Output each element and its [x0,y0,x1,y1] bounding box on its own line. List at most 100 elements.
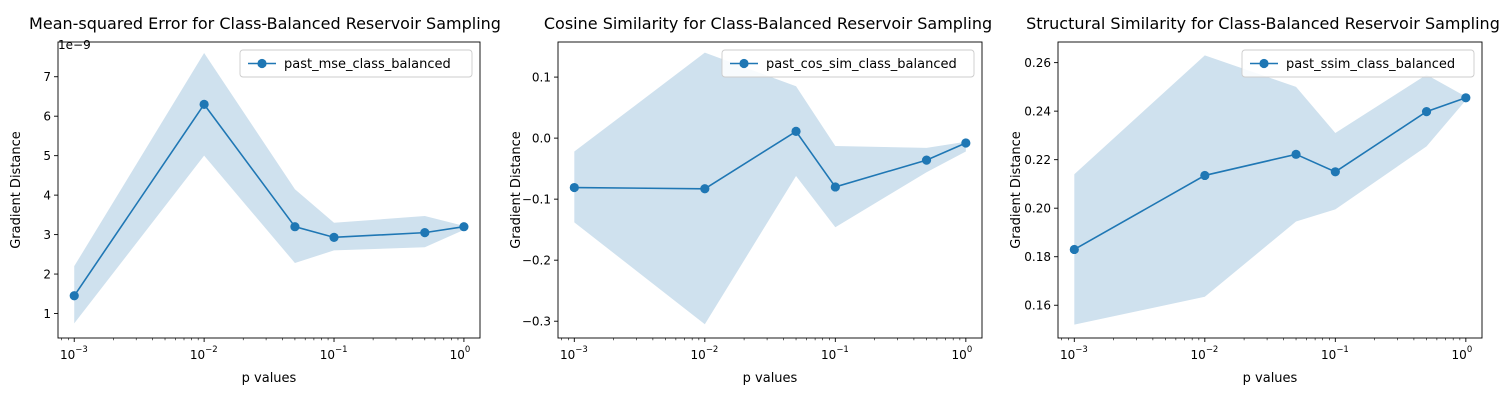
y-tick-label: 0.1 [532,71,551,85]
x-tick-base: 10 [320,348,335,362]
x-tick-exponent: −1 [836,345,849,355]
chart-title: Mean-squared Error for Class-Balanced Re… [29,14,501,33]
x-tick-base: 10 [1321,348,1336,362]
legend-marker-swatch [257,58,267,69]
data-point [69,291,79,301]
y-axis-label: Gradient Distance [1009,131,1024,249]
data-point [1200,170,1210,181]
x-axis-label: p values [242,371,297,386]
x-tick-base: 10 [190,348,205,362]
chart-panel-1: Mean-squared Error for Class-Balanced Re… [9,14,501,386]
y-tick-label: 0.20 [1024,202,1051,216]
x-axis-label: p values [743,371,798,386]
data-point [1069,244,1079,255]
y-tick-label: 0.0 [532,132,551,146]
x-tick-base: 10 [450,348,465,362]
legend: past_ssim_class_balanced [1241,49,1475,78]
chart-title: Structural Similarity for Class-Balanced… [1026,14,1500,33]
y-tick-label: −0.1 [522,193,551,207]
x-tick-exponent: −3 [1075,345,1088,355]
data-point [830,182,840,192]
x-tick-exponent: −1 [1336,345,1349,355]
data-point [1421,107,1432,117]
confidence-band [1074,55,1466,325]
series-line [574,130,967,190]
x-tick-label: 10 −2 [691,345,719,362]
x-tick-exponent: −2 [706,345,719,355]
data-point [420,228,430,238]
x-tick-base: 10 [1191,348,1206,362]
x-tick-base: 10 [952,348,967,362]
y-tick-label: 0.18 [1024,250,1051,264]
y-tick-label: 1 [43,307,51,321]
x-tick-label: 10 −3 [60,345,88,362]
x-tick-exponent: 0 [465,345,470,355]
x-tick-exponent: −1 [335,345,348,355]
x-tick-exponent: −3 [75,345,88,355]
x-tick-label: 10 −2 [1191,345,1219,362]
data-point [290,222,300,232]
y-tick-label: 0.26 [1024,56,1051,70]
x-tick-exponent: 0 [967,345,972,355]
data-point [961,138,971,148]
plot-frame [557,41,983,339]
y-tick-label: 4 [43,189,51,203]
x-tick-base: 10 [1452,348,1467,362]
x-tick-base: 10 [60,348,75,362]
y-tick-label: 3 [43,228,51,242]
x-tick-base: 10 [560,348,575,362]
data-point [459,222,469,232]
legend: past_mse_class_balanced [239,49,473,78]
data-point [569,182,579,193]
x-tick-label: 10 0 [1452,345,1473,362]
x-tick-label: 10 −1 [821,345,849,362]
y-tick-label: −0.3 [522,315,551,329]
y-tick-label: 2 [43,268,51,282]
x-axis-label: p values [1243,371,1298,386]
x-tick-label: 10 −2 [190,345,218,362]
legend-marker-swatch [739,58,749,69]
x-tick-base: 10 [1060,348,1075,362]
x-tick-label: 10 −1 [1321,345,1349,362]
x-tick-exponent: 0 [1467,345,1472,355]
data-point [1461,93,1471,103]
data-point [791,126,801,137]
legend-box [239,49,473,78]
chart-panel-2: Cosine Similarity for Class-Balanced Res… [509,14,992,386]
x-tick-label: 10 −1 [320,345,348,362]
legend-entry: past_cos_sim_class_balanced [766,57,957,72]
y-axis-label: Gradient Distance [509,131,524,249]
data-point [329,232,339,242]
y-axis-label: Gradient Distance [9,131,24,249]
y-tick-label: 0.24 [1024,105,1051,119]
x-tick-label: 10 −3 [1060,345,1088,362]
legend-box [1241,49,1475,78]
y-tick-label: 0.16 [1024,299,1051,313]
y-tick-label: 6 [43,110,51,124]
x-tick-exponent: −2 [1206,345,1219,355]
confidence-band [574,52,966,325]
x-tick-exponent: −2 [205,345,218,355]
plot-frame [57,41,481,339]
y-tick-label: 7 [43,70,51,84]
data-point [700,184,710,194]
y-tick-label: −0.2 [522,254,551,268]
confidence-band [74,53,464,324]
legend-marker-swatch [1259,58,1269,69]
series-line [73,102,465,297]
x-tick-label: 10 −3 [560,345,588,362]
legend-box [721,49,975,78]
x-tick-base: 10 [821,348,836,362]
data-point [921,155,932,165]
plot-frame [1057,41,1483,339]
y-multiplier-label: 1e−9 [58,38,91,52]
data-point [1291,149,1301,159]
x-tick-base: 10 [691,348,706,362]
x-tick-exponent: −3 [575,345,588,355]
x-tick-label: 10 0 [952,345,973,362]
data-point [199,99,209,109]
series-line [1073,97,1467,251]
legend-entry: past_mse_class_balanced [284,57,451,72]
legend-entry: past_ssim_class_balanced [1286,57,1455,72]
